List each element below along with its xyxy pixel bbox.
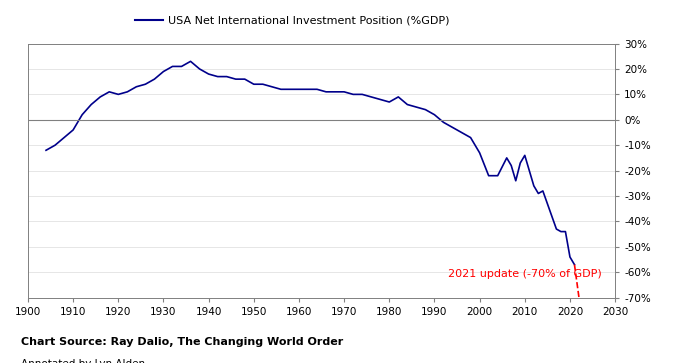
Legend: USA Net International Investment Position (%GDP): USA Net International Investment Positio… xyxy=(130,11,454,30)
Text: 2021 update (-70% of GDP): 2021 update (-70% of GDP) xyxy=(448,269,602,280)
Text: Chart Source: Ray Dalio, The Changing World Order: Chart Source: Ray Dalio, The Changing Wo… xyxy=(21,337,343,347)
Text: Annotated by Lyn Alden: Annotated by Lyn Alden xyxy=(21,359,145,363)
